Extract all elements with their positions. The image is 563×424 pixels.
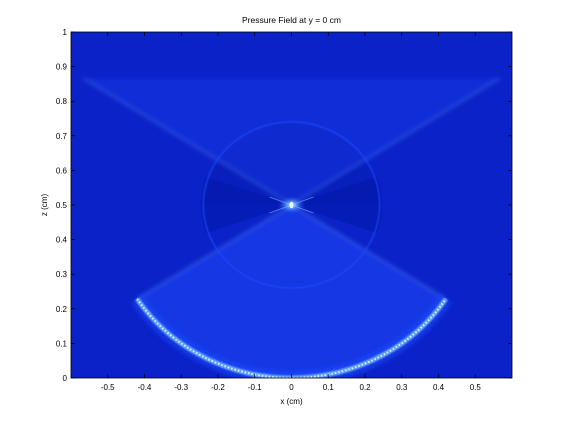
y-tick-label: 1: [63, 28, 68, 37]
x-tick-label: 0: [289, 383, 294, 392]
chart-title: Pressure Field at y = 0 cm: [242, 15, 341, 25]
focal-circle-ring: [202, 121, 381, 289]
x-tick-label: 0.5: [470, 383, 482, 392]
shadow-wedge-left: [200, 176, 292, 234]
y-tick-label: 0.7: [56, 132, 68, 141]
x-tick-label: -0.1: [248, 383, 262, 392]
y-tick-label: 0.2: [56, 305, 68, 314]
focal-circle: [202, 121, 381, 289]
diverging-beam: [83, 78, 500, 205]
y-tick-label: 0.4: [56, 236, 68, 245]
x-tick-label: -0.5: [101, 383, 115, 392]
beam-rays: [82, 77, 501, 378]
y-tick-label: 0.5: [56, 201, 68, 210]
x-tick-label: 0.3: [396, 383, 408, 392]
y-tick-label: 0.6: [56, 166, 68, 175]
edge-ray-right: [82, 77, 447, 300]
x-tick-label: 0.1: [323, 383, 335, 392]
focal-point: [269, 196, 314, 214]
y-axis-label: z (cm): [40, 194, 49, 217]
shadow-wedge-right: [291, 176, 383, 234]
y-tick-label: 0: [63, 374, 68, 383]
x-tick-label: 0.2: [359, 383, 371, 392]
arc-speckle: [136, 298, 447, 378]
x-tick-label: -0.2: [211, 383, 225, 392]
heatmap-plot-area: [71, 32, 512, 378]
x-tick-label: 0.4: [433, 383, 445, 392]
focal-core: [289, 201, 294, 209]
y-tick-label: 0.8: [56, 97, 68, 106]
converging-beam: [137, 205, 446, 378]
x-axis-label: x (cm): [280, 397, 303, 406]
x-tick-label: -0.4: [138, 383, 152, 392]
x-tick-label: -0.3: [174, 383, 188, 392]
y-axis-ticks: 0 0.1 0.2 0.3 0.4 0.5 0.6 0.7 0.8 0.9 1: [56, 28, 512, 383]
y-tick-label: 0.1: [56, 339, 68, 348]
edge-ray-left: [136, 77, 501, 300]
y-tick-label: 0.3: [56, 270, 68, 279]
x-axis-ticks: -0.5 -0.4 -0.3 -0.2 -0.1 0 0.1 0.2 0.3 0.4 0.5: [101, 32, 482, 392]
y-tick-label: 0.9: [56, 63, 68, 72]
